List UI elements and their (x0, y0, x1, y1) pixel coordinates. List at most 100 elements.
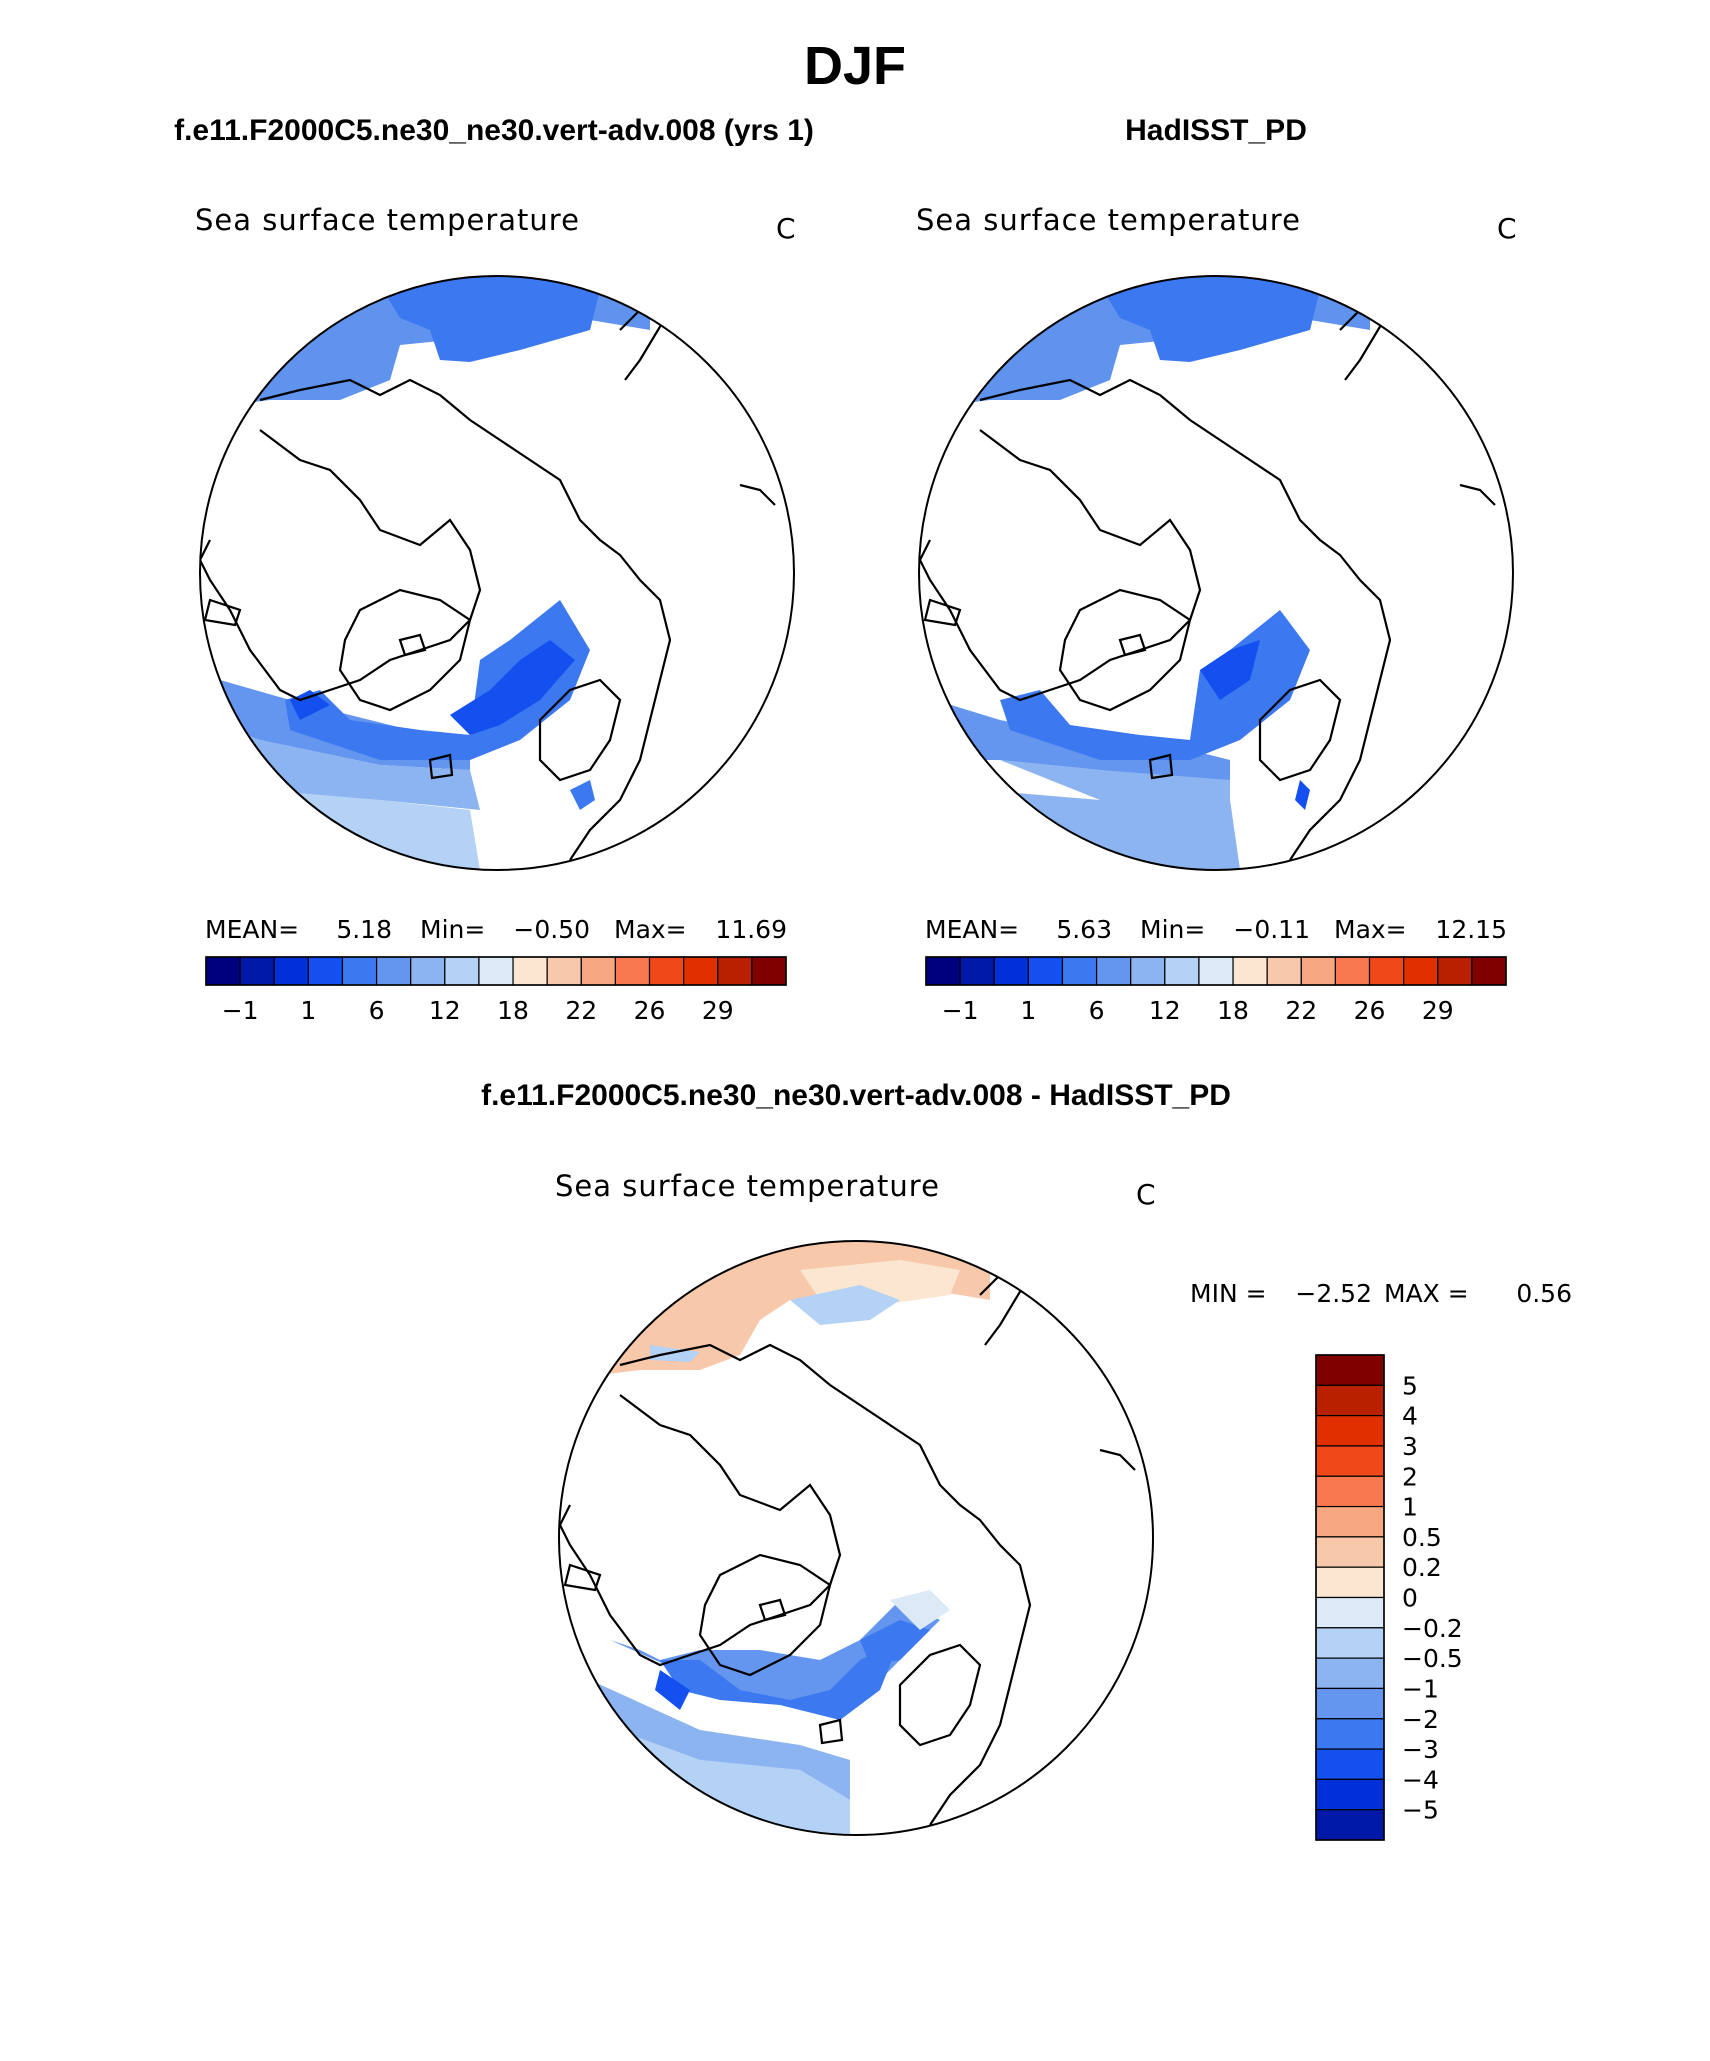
colorbar-swatch (1300, 956, 1337, 986)
sst-atlantic-cold (590, 1680, 850, 1800)
coastline-far-east (1459, 483, 1496, 506)
colorbar-tick-label: 26 (1354, 996, 1386, 1025)
sst-labrador-sea (1000, 610, 1310, 760)
colorbar-swatch (1232, 956, 1268, 986)
colorbar-tick-label: 29 (1422, 996, 1454, 1025)
colorbar-outline (925, 956, 1507, 986)
colorbar-swatch (1315, 1748, 1385, 1780)
min-value: −0.11 (1233, 915, 1310, 944)
units-label: C (776, 212, 796, 245)
colorbar-swatch (1315, 1354, 1385, 1386)
colorbar-swatch (1471, 956, 1507, 986)
coastline-greenland (698, 1553, 832, 1677)
sst-pacific-cold-bias (650, 1285, 900, 1362)
colorbar-swatch (239, 956, 275, 986)
coastline-north-america (559, 1394, 842, 1667)
colorbar-swatch (1315, 1384, 1385, 1417)
colorbar-swatch (1403, 956, 1439, 986)
colorbar-swatch (1368, 956, 1405, 986)
colorbar-tick-label: 18 (497, 996, 529, 1025)
colorbar-swatch (717, 956, 753, 986)
colorbar-tick-label: 1 (1020, 996, 1036, 1025)
colorbar-tick-label: 0.2 (1402, 1553, 1442, 1582)
colorbar-swatch (1315, 1445, 1385, 1477)
colorbar-tick-label: 29 (702, 996, 734, 1025)
colorbar-tick-label: 22 (565, 996, 597, 1025)
sst-labrador-sea (285, 600, 590, 760)
coastline-north-america (200, 429, 482, 702)
colorbar-swatch (1315, 1566, 1385, 1599)
diff-panel-title: f.e11.F2000C5.ne30_ne30.vert-adv.008 - H… (481, 1079, 1231, 1112)
colorbar-tick-label: 6 (1089, 996, 1105, 1025)
colorbar-swatch (1334, 956, 1371, 986)
variable-title: Sea surface temperature (555, 1169, 940, 1203)
stats-line: MEAN= 5.18 Min= −0.50 Max= 11.69 (205, 915, 787, 944)
colorbar-swatch (307, 956, 344, 986)
variable-title: Sea surface temperature (916, 203, 1301, 237)
variable-title: Sea surface temperature (195, 203, 580, 237)
left-panel-title: f.e11.F2000C5.ne30_ne30.vert-adv.008 (yr… (174, 114, 814, 147)
max-value: 0.56 (1516, 1279, 1572, 1308)
colorbar-swatch (1315, 1718, 1385, 1750)
colorbar-tick-label: 22 (1285, 996, 1317, 1025)
colorbar-swatch (1315, 1505, 1385, 1538)
colorbar-tick-label: 6 (369, 996, 385, 1025)
colorbar-tick-label: −0.2 (1402, 1614, 1463, 1643)
colorbar-tick-label: 18 (1217, 996, 1249, 1025)
colorbar-swatch (1315, 1415, 1385, 1447)
coastline-asia (619, 1343, 1032, 1826)
colorbar-swatch (341, 956, 378, 986)
sst-labrador-cold-bias (660, 1620, 930, 1720)
coastline-far-east (739, 483, 776, 506)
colorbar-swatch (1095, 956, 1132, 986)
colorbar-swatch (1437, 956, 1473, 986)
colorbar-tick-label: 3 (1402, 1432, 1418, 1461)
coastline-greenland (338, 588, 472, 712)
colorbar-swatch (1315, 1687, 1385, 1720)
colorbar-swatch (410, 956, 446, 986)
colorbar-swatch (959, 956, 995, 986)
colorbar-swatch (1315, 1536, 1385, 1568)
colorbar-tick-label: −1 (1402, 1674, 1439, 1703)
colorbar-swatch (444, 956, 480, 986)
colorbar-swatch (925, 956, 961, 986)
max-label: MAX = (1384, 1279, 1469, 1308)
colorbar-swatch (683, 956, 719, 986)
sst-barents-slight (890, 1590, 950, 1630)
map-frame (199, 275, 795, 871)
sst-nordic-seas (1200, 640, 1310, 810)
colorbar-outline (205, 956, 787, 986)
colorbar-tick-label: 4 (1402, 1402, 1418, 1431)
units-label: C (1497, 212, 1517, 245)
min-label: MIN = (1190, 1279, 1267, 1308)
colorbar-tick-label: 26 (634, 996, 666, 1025)
map-frame (918, 275, 1514, 871)
colorbar-swatch (478, 956, 514, 986)
colorbar-tick-label: 5 (1402, 1371, 1418, 1400)
stats-line: MEAN= 5.63 Min= −0.11 Max= 12.15 (925, 915, 1507, 944)
coastline-islands (203, 598, 454, 780)
sst-nordic-seas (290, 640, 575, 735)
colorbar-tick-label: 0.5 (1402, 1523, 1442, 1552)
sst-nordic-cold-bias (655, 1670, 690, 1710)
colorbar-tick-label: 12 (1149, 996, 1181, 1025)
colorbar-swatch (1315, 1778, 1385, 1811)
max-label: Max= (1334, 915, 1407, 944)
colorbar-swatch (375, 956, 412, 986)
right-panel-title: HadISST_PD (1125, 114, 1307, 147)
minmax-line: MIN = −2.52 MAX = 0.56 (1190, 1279, 1572, 1308)
colorbar-tick-label: 1 (1402, 1493, 1418, 1522)
max-value: 11.69 (715, 915, 787, 944)
coastline-asia (259, 378, 672, 861)
colorbar-swatch (1198, 956, 1234, 986)
colorbar-swatch (1315, 1809, 1385, 1841)
colorbar-swatch (648, 956, 685, 986)
colorbar-swatch (205, 956, 241, 986)
coastline-scandinavia (538, 678, 622, 782)
colorbar-swatch (614, 956, 651, 986)
colorbar-model: −1 1 6 12 18 22 26 29 (205, 956, 787, 1025)
colorbar-swatch (993, 956, 1029, 986)
colorbar-tick-label: −0.5 (1402, 1644, 1463, 1673)
